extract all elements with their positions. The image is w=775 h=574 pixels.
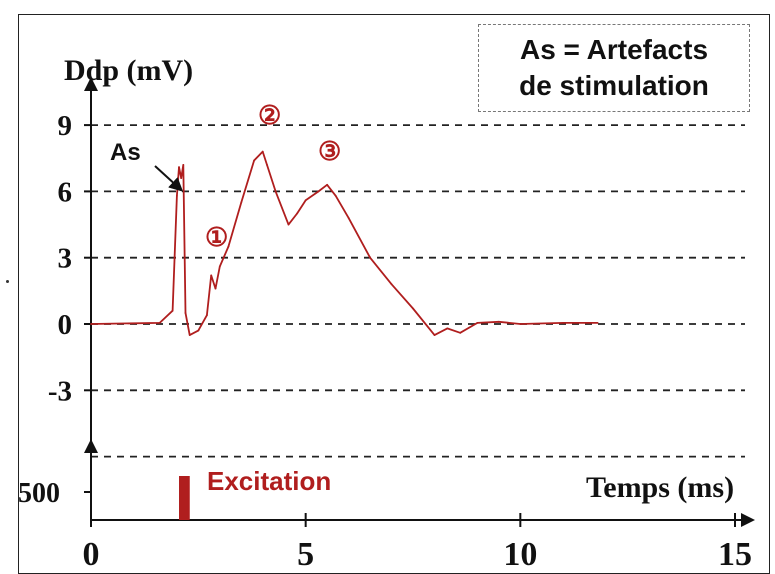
data-point <box>562 321 565 324</box>
data-point <box>274 190 277 193</box>
data-point <box>261 150 264 153</box>
y-tick-label: 0 <box>58 309 73 341</box>
data-point <box>390 283 393 286</box>
x-axis-title: Temps (ms) <box>586 471 734 504</box>
x-tick-label: 15 <box>718 536 752 567</box>
excitation-label: Excitation <box>207 466 331 496</box>
data-point <box>433 334 436 336</box>
legend-line-1: As = Artefacts <box>519 34 709 65</box>
axes <box>84 77 755 527</box>
annotation-as-pointer <box>154 165 184 192</box>
data-point <box>497 320 500 323</box>
data-point <box>326 183 329 186</box>
data-point <box>197 329 200 332</box>
data-point <box>214 287 217 290</box>
annotation-peak-1: ① <box>205 222 228 252</box>
data-point <box>446 327 449 330</box>
y-tick-label: 6 <box>58 176 73 208</box>
data-point <box>317 190 320 193</box>
data-point <box>476 321 479 324</box>
stray-dot <box>6 280 9 283</box>
data-point <box>178 166 180 168</box>
data-point <box>412 307 414 310</box>
data-point <box>266 163 268 166</box>
data-point <box>334 194 337 197</box>
data-point <box>596 321 599 324</box>
data-point <box>218 265 221 268</box>
data-point <box>227 245 230 248</box>
x-tick-label: 0 <box>83 536 100 567</box>
data-point <box>296 212 298 215</box>
annotation-peak-3: ③ <box>318 136 341 166</box>
y-axis-title: Ddp (mV) <box>64 54 193 87</box>
y-tick-label: 3 <box>58 243 73 275</box>
data-point <box>347 217 350 219</box>
data-point <box>188 334 191 336</box>
data-point <box>210 274 213 277</box>
lower-axis-tick-label: 500 <box>18 478 60 509</box>
tick-labels: 9 6 3 0 -3 0 5 10 15 <box>48 110 752 567</box>
data-point <box>175 194 178 197</box>
data-point <box>304 199 307 202</box>
data-point <box>240 201 243 204</box>
excitation-bar <box>179 476 190 520</box>
data-point <box>206 314 208 317</box>
data-point <box>519 323 522 325</box>
data-point <box>180 177 183 180</box>
grid-lines <box>91 124 745 458</box>
x-tick-label: 10 <box>503 536 537 567</box>
data-point <box>90 323 92 325</box>
data-point <box>253 159 256 162</box>
annotation-as: As <box>110 139 141 166</box>
data-point <box>287 223 290 226</box>
data-point <box>182 163 185 166</box>
y-tick-label: -3 <box>48 375 72 407</box>
tick-marks <box>84 124 736 527</box>
data-point <box>158 321 161 324</box>
annotation-peak-2: ② <box>258 100 281 130</box>
data-point <box>184 312 187 314</box>
data-point <box>459 331 462 334</box>
chart-frame <box>18 14 770 574</box>
excitation-layer <box>179 476 190 520</box>
data-point <box>171 309 174 312</box>
series-line <box>90 150 598 337</box>
legend-line-2: de stimulation <box>519 70 709 101</box>
legend-box: As = Artefacts de stimulation <box>478 24 750 112</box>
data-point <box>369 256 371 259</box>
series-layer <box>90 150 599 337</box>
y-tick-label: 9 <box>58 110 73 142</box>
x-tick-label: 5 <box>297 536 314 567</box>
